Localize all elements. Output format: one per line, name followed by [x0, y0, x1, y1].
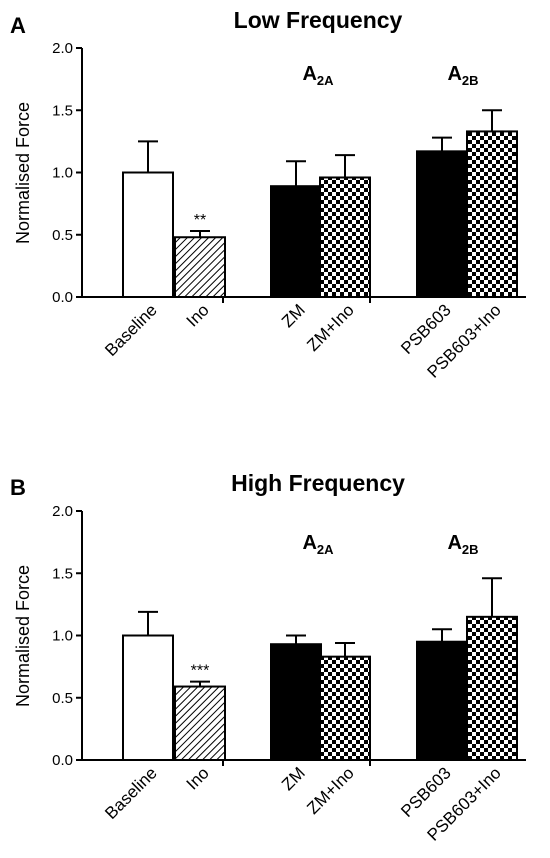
- group-label-sub: 2A: [317, 542, 334, 557]
- group-label-sub: 2B: [462, 73, 479, 88]
- group-label-main: A: [302, 532, 316, 554]
- y-tick-label: 2.0: [52, 40, 73, 57]
- error-bars: [138, 577, 502, 687]
- bar: [319, 176, 371, 298]
- x-tick-label: Ino: [183, 763, 213, 793]
- y-axis-label: Normalised Force: [13, 102, 33, 244]
- group-label: A2A: [302, 63, 334, 88]
- x-tick-label: ZM: [278, 300, 309, 331]
- group-label-main: A: [302, 63, 316, 85]
- bars: [122, 130, 518, 299]
- y-tick-label: 1.5: [52, 102, 73, 119]
- chart-title: Low Frequency: [234, 7, 403, 33]
- y-ticks: 0.0 0.5 1.0 1.5 2.0: [52, 40, 82, 306]
- y-tick-label: 1.0: [52, 628, 73, 645]
- group-label: A2B: [447, 63, 478, 88]
- x-tick-label: Ino: [183, 300, 213, 330]
- y-tick-label: 0.5: [52, 227, 73, 244]
- bar: [174, 685, 226, 761]
- bar: [270, 643, 322, 762]
- bar: [466, 130, 518, 298]
- group-label-main: A: [447, 532, 461, 554]
- bar: [122, 634, 174, 761]
- x-tick-label: Baseline: [101, 300, 161, 360]
- bar: [416, 150, 468, 298]
- panel-letter: A: [10, 13, 26, 38]
- bar: [319, 655, 371, 761]
- y-tick-label: 2.0: [52, 503, 73, 520]
- chart-title: High Frequency: [231, 470, 405, 496]
- bars: [122, 615, 518, 762]
- group-label: A2B: [447, 532, 478, 557]
- bar: [466, 615, 518, 762]
- panel-b: B High Frequency Normalised Force 0.0 0.5…: [10, 470, 526, 845]
- annotations: ***: [191, 663, 210, 680]
- group-label-main: A: [447, 63, 461, 85]
- group-label-sub: 2A: [317, 73, 334, 88]
- x-tick-label: ZM: [278, 763, 309, 794]
- y-tick-label: 0.0: [52, 752, 73, 769]
- bar: [174, 236, 226, 299]
- bar: [270, 185, 322, 299]
- panel-letter: B: [10, 475, 26, 500]
- y-tick-label: 0.0: [52, 289, 73, 306]
- x-tick-label: ZM+Ino: [303, 300, 358, 355]
- x-tick-label: ZM+Ino: [303, 763, 358, 818]
- group-labels: A2A A2B: [302, 532, 478, 557]
- annotations: **: [194, 212, 206, 229]
- group-label-sub: 2B: [462, 542, 479, 557]
- significance-label: **: [194, 212, 206, 229]
- group-labels: A2A A2B: [302, 63, 478, 88]
- x-tick-label: Baseline: [101, 763, 161, 823]
- y-ticks: 0.0 0.5 1.0 1.5 2.0: [52, 503, 82, 769]
- y-tick-label: 1.5: [52, 565, 73, 582]
- y-tick-label: 1.0: [52, 165, 73, 182]
- error-bars: [138, 109, 502, 238]
- y-tick-label: 0.5: [52, 690, 73, 707]
- panel-a: A Low Frequency Normalised Force 0.0 0.5 1…: [10, 7, 526, 382]
- y-axis-label: Normalised Force: [13, 565, 33, 707]
- significance-label: ***: [191, 663, 210, 680]
- bar: [122, 171, 174, 298]
- bar: [416, 640, 468, 761]
- group-label: A2A: [302, 532, 334, 557]
